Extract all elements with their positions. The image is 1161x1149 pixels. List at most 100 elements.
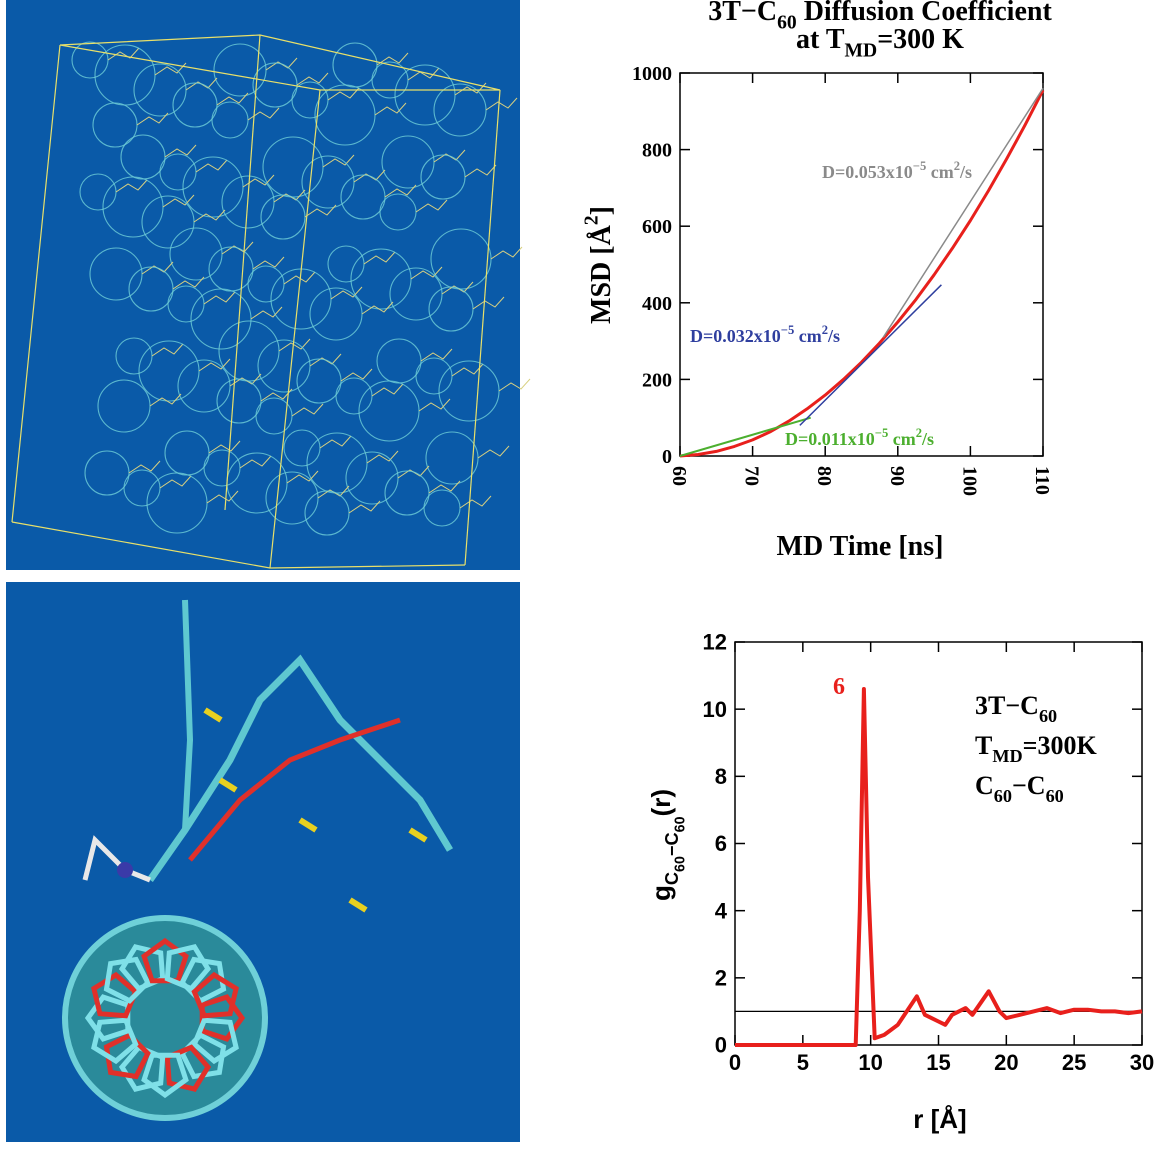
side-chain <box>291 403 324 417</box>
md-box-molecules <box>71 41 531 536</box>
side-chain <box>451 363 484 377</box>
label-part: C <box>662 872 682 885</box>
pentagon <box>164 944 212 992</box>
y-tick-label: 0 <box>662 446 672 468</box>
nitrogen <box>117 862 133 878</box>
x-tick-label: 90 <box>886 466 908 486</box>
x-tick-label: 100 <box>958 466 980 496</box>
side-chain <box>182 599 194 831</box>
side-chain <box>322 154 355 168</box>
side-chain <box>410 266 443 280</box>
x-tick-label: 20 <box>994 1050 1018 1075</box>
label: C60−C60 <box>975 771 1064 806</box>
side-chain <box>107 47 140 61</box>
label-part: 60 <box>672 856 688 872</box>
x-tick-label: 0 <box>729 1050 741 1075</box>
side-chain <box>239 455 272 469</box>
label-part: 6 <box>833 674 845 700</box>
x-tick-label: 30 <box>1130 1050 1154 1075</box>
side-chain <box>407 67 440 81</box>
series-line <box>882 87 1044 338</box>
label: D=0.053x10−5 cm2/s <box>822 159 972 182</box>
label: MD Time [ns] <box>777 531 944 562</box>
box-edge <box>269 89 321 569</box>
y-tick-label: 1000 <box>632 63 672 85</box>
label-part: 60 <box>1046 786 1064 806</box>
label-part: D=0.053x10 <box>822 162 913 182</box>
label: r [Å] <box>913 1104 966 1134</box>
x-tick-label: 60 <box>668 466 690 486</box>
label: D=0.032x10−5 cm2/s <box>690 323 840 346</box>
label-part: cm <box>888 429 915 449</box>
y-tick-label: 2 <box>715 966 727 991</box>
side-chain <box>164 144 197 158</box>
md-box-image <box>6 0 520 570</box>
side-chain <box>348 500 381 514</box>
label-part: (r) <box>646 789 676 816</box>
box-edge <box>11 44 61 523</box>
side-chain <box>498 378 531 392</box>
side-chain <box>136 112 169 126</box>
side-chain <box>159 475 192 489</box>
side-chain <box>366 450 399 464</box>
pentagon <box>91 1017 139 1065</box>
side-chain <box>206 490 239 504</box>
side-chain <box>418 398 451 412</box>
side-chain <box>490 246 523 260</box>
y-tick-label: 12 <box>703 630 727 655</box>
label-part: MSD [Å <box>586 224 617 324</box>
side-chain <box>193 209 226 223</box>
label-part: 3T−C <box>708 0 777 27</box>
pentagon <box>164 1044 212 1092</box>
label-part: cm <box>794 326 821 346</box>
side-chain <box>149 393 182 407</box>
label-part: =300 K <box>877 24 964 55</box>
side-chain <box>250 306 283 320</box>
x-tick-label: 70 <box>741 466 763 486</box>
label: 6 <box>833 674 845 700</box>
side-chain <box>459 495 492 509</box>
label-part: 60 <box>994 786 1012 806</box>
pentagon <box>84 994 131 1042</box>
side-chain <box>252 256 285 270</box>
label-part: MD <box>992 746 1022 766</box>
pentagon <box>118 1044 166 1092</box>
side-chain <box>464 164 497 178</box>
y-tick-label: 10 <box>703 697 727 722</box>
label: at TMD=300 K <box>796 24 964 61</box>
label: TMD=300K <box>975 731 1097 766</box>
x-tick-label: 110 <box>1031 466 1053 495</box>
series-line <box>679 416 811 457</box>
sulfur-bond <box>203 707 223 723</box>
series-line <box>735 687 1143 1047</box>
side-chain <box>154 62 187 76</box>
y-tick-label: 600 <box>642 216 672 238</box>
side-chain <box>384 184 417 198</box>
label-part: 2 <box>581 215 602 225</box>
side-chain <box>208 440 241 454</box>
pentagon <box>141 1052 189 1099</box>
sulfur-bond <box>408 827 428 843</box>
y-tick-label: 200 <box>642 369 672 391</box>
side-chain <box>485 97 518 111</box>
label-part: r [Å] <box>913 1104 966 1134</box>
label-part: /s <box>921 429 934 449</box>
x-tick-label: 25 <box>1062 1050 1086 1075</box>
label-part: D=0.032x10 <box>690 326 781 346</box>
simulation-box <box>11 34 501 569</box>
side-chain <box>327 87 360 101</box>
label-part: −5 <box>781 323 794 337</box>
label-part: 2 <box>916 426 922 440</box>
pentagon <box>179 1032 227 1080</box>
sulfur-bond <box>298 817 318 833</box>
label: gC60−C60(r) <box>646 789 688 901</box>
label: MSD [Å2] <box>581 206 617 324</box>
label-part: =300K <box>1023 731 1098 760</box>
label-part: 2 <box>954 159 960 173</box>
label-part: /s <box>959 162 972 182</box>
side-chain <box>216 92 249 106</box>
side-chain <box>363 251 396 265</box>
side-chain <box>420 348 453 362</box>
label-part: T <box>975 731 992 760</box>
